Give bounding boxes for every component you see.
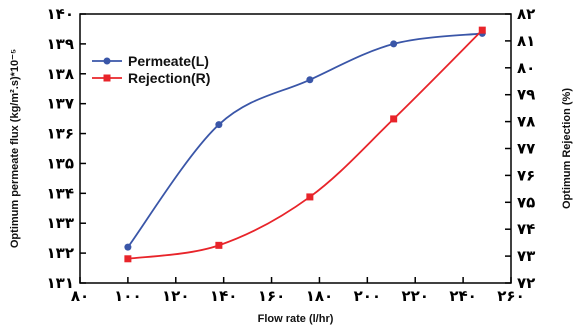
rejection-r-legend-marker: [103, 74, 111, 82]
left-tick-label: ۱۳۷: [47, 95, 74, 113]
right-tick-label: ۷۸: [517, 113, 535, 131]
x-tick-label: ۱۶۰: [258, 287, 285, 305]
right-axis-title: Optimum Rejection (%): [561, 88, 573, 209]
right-tick-label: ۷۵: [517, 193, 535, 211]
left-tick-label: ۱۳۲: [47, 244, 74, 262]
rejection-r-point: [478, 26, 486, 34]
x-tick-label: ۱۴۰: [210, 287, 237, 305]
left-tick-label: ۱۳۸: [47, 65, 74, 83]
left-axis-title: Optimum permeate flux (kg/m².s)*10⁻⁵: [9, 49, 21, 248]
series-layer: [124, 26, 486, 263]
x-tick-label: ۸۰: [71, 287, 89, 305]
x-tick-label: ۲۴۰: [449, 287, 476, 305]
permeate-l-point: [124, 243, 132, 251]
rejection-r-point: [124, 255, 132, 263]
right-tick-label: ۷۴: [517, 220, 535, 238]
rejection-r-point: [215, 241, 223, 249]
left-tick-label: ۱۴۰: [47, 5, 74, 23]
rejection-r-point: [390, 115, 398, 123]
left-tick-label: ۱۳۴: [47, 184, 74, 202]
x-tick-label: ۱۸۰: [306, 287, 333, 305]
permeate-l-legend-marker: [103, 57, 111, 65]
permeate-l-point: [215, 121, 223, 129]
left-tick-label: ۱۳۶: [47, 125, 74, 143]
permeate-l-legend-label: Permeate(L): [128, 53, 209, 69]
left-tick-label: ۱۳۳: [47, 214, 74, 232]
right-tick-label: ۷۶: [517, 166, 535, 184]
x-tick-label: ۱۰۰: [114, 287, 141, 305]
right-tick-label: ۷۷: [517, 140, 535, 158]
x-axis: ۸۰ ۱۰۰ ۱۲۰ ۱۴۰ ۱۶۰ ۱۸۰ ۲۰۰ ۲۲۰ ۲۴۰ ۲۶۰: [71, 277, 525, 305]
x-tick-label: ۱۲۰: [162, 287, 189, 305]
x-tick-label: ۲۰۰: [354, 287, 381, 305]
legend: Permeate(L)Rejection(R): [92, 53, 210, 86]
right-tick-label: ۷۲: [517, 274, 535, 292]
permeate-l-line: [127, 32, 483, 248]
right-tick-label: ۸۱: [517, 32, 535, 50]
left-axis: ۱۳۱ ۱۳۲ ۱۳۳ ۱۳۴ ۱۳۵ ۱۳۶ ۱۳۷ ۱۳۸ ۱۳۹ ۱۴۰: [47, 5, 86, 292]
left-tick-label: ۱۳۹: [47, 35, 74, 53]
right-tick-label: ۷۹: [517, 86, 535, 104]
right-tick-label: ۸۰: [517, 59, 535, 77]
permeate-l-point: [306, 76, 314, 84]
rejection-r-point: [306, 193, 314, 201]
right-axis: ۷۲ ۷۳ ۷۴ ۷۵ ۷۶ ۷۷ ۷۸ ۷۹ ۸۰ ۸۱ ۸۲: [505, 5, 535, 292]
left-tick-label: ۱۳۱: [47, 274, 74, 292]
x-tick-label: ۲۲۰: [401, 287, 428, 305]
rejection-r-legend-label: Rejection(R): [128, 70, 210, 86]
x-tick-label: ۲۶۰: [497, 287, 524, 305]
left-tick-label: ۱۳۵: [47, 154, 74, 172]
right-tick-label: ۸۲: [517, 5, 535, 23]
right-tick-label: ۷۳: [517, 247, 535, 265]
permeate-l-point: [390, 40, 398, 48]
x-axis-title: Flow rate (l/hr): [258, 313, 334, 325]
